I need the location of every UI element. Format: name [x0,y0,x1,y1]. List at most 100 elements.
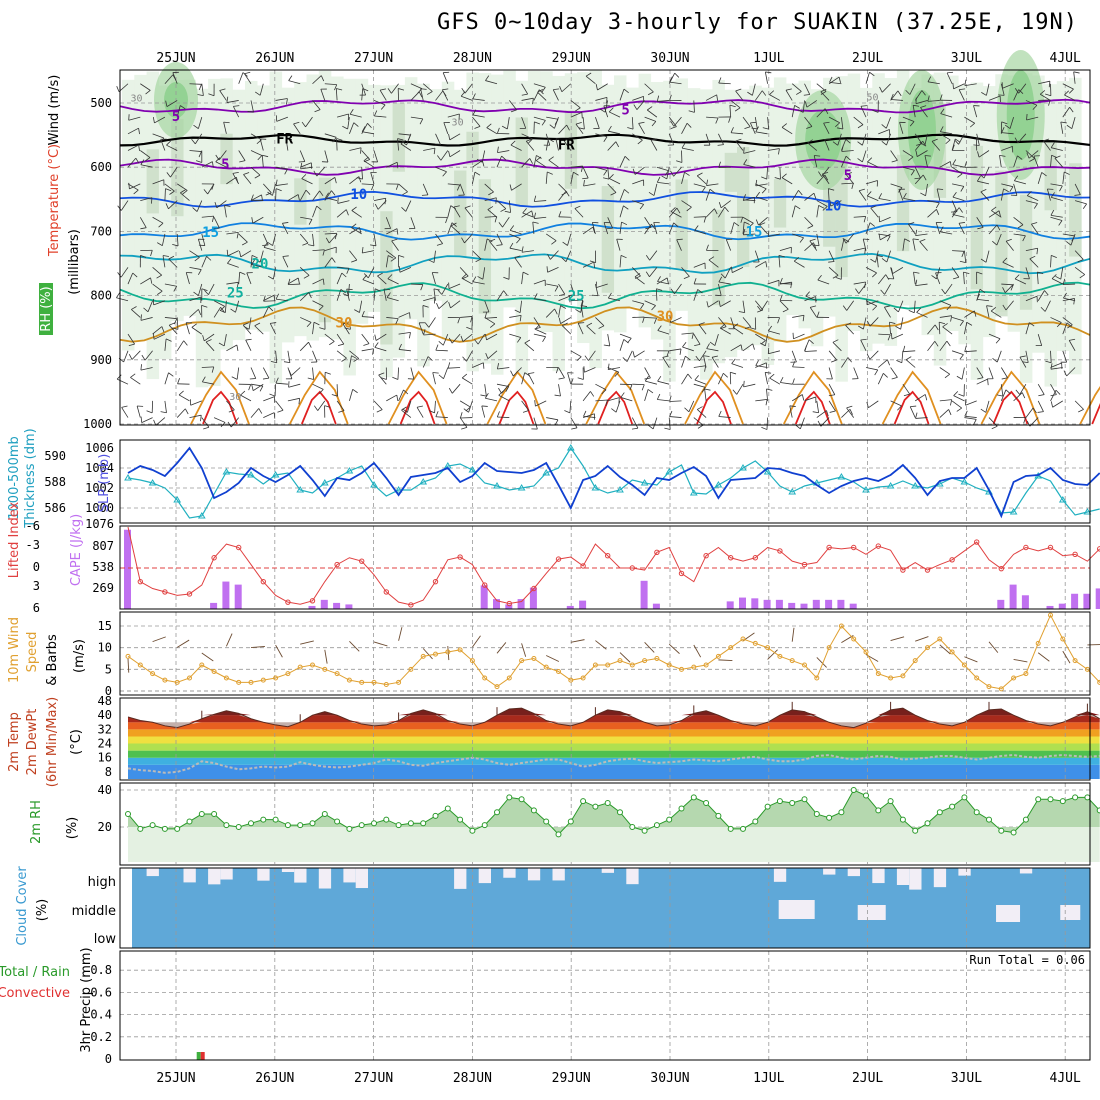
wind-barb-flag [966,322,973,326]
wind-barb-flag [197,269,202,275]
wind-barb [644,83,654,93]
wind-barb-flag [131,306,137,310]
wind-barb [595,317,605,327]
wind10m-marker [187,675,192,681]
wind-barb-flag [785,88,792,91]
wind10m-marker [900,673,906,679]
wind-barb [868,400,879,409]
wind-barb [698,324,707,335]
wind-barb [915,233,928,237]
wind-barb-flag [575,309,581,313]
rh2m-marker [161,825,168,832]
rh2m-marker [973,809,980,816]
wind-barb-flag [341,272,347,278]
wind-barb [176,340,185,352]
wind-barb [878,359,888,368]
wind-barb [837,133,842,146]
wind10m-marker [334,671,340,677]
precip-frame [119,950,1091,1061]
lifted-index-marker [383,589,389,595]
rh2m-marker [506,794,513,801]
wind-barb-flag [909,121,915,127]
rh-shade-dark [601,186,615,293]
wind-barb [558,283,566,295]
wind-barb [285,138,289,151]
temp-band [128,750,1100,758]
wind-barb [939,399,952,402]
wind-barb [336,350,347,359]
wind-barb [669,81,682,85]
wind-barb-flag [1045,93,1051,97]
wind-barb-flag [709,188,715,194]
wind-barb [434,400,436,413]
wind-barb [657,281,670,285]
wind-barb-flag [1050,363,1053,370]
wind-barb-flag [738,311,745,314]
wind-barb [287,277,299,285]
wind-barb [299,292,310,302]
wind-barb [570,283,576,296]
li-y-tick: 3 [33,579,40,593]
cape-bar [997,599,1005,609]
wind-barb [662,357,670,368]
lifted-index-marker [457,554,463,560]
date-label-bottom: 3JUL [951,1071,982,1086]
wind-barb [862,150,867,163]
wind-barb-flag [342,322,349,325]
rh2m-marker [383,816,390,823]
wind-barb [532,221,535,235]
wind-barb-flag [254,322,261,327]
wind-barb [584,367,596,373]
wind-barb-flag [1078,408,1084,413]
wind-barb [670,317,682,323]
wind-barb [1050,350,1052,363]
wind-barb [168,324,178,335]
wind-barb-flag [843,238,850,243]
wind-barb [754,90,763,101]
wind-barb-flag [621,221,628,226]
wind-barb-flag [603,344,610,347]
wind-barb [681,356,686,368]
rh2m-marker [395,822,402,829]
wind-barb [634,276,645,285]
wind-barb-flag [201,376,206,383]
wind-barb [809,307,818,318]
wind-barb [644,116,656,122]
wind-barb-flag [409,312,411,319]
wind-barb [983,167,990,179]
thickness-marker [296,486,305,493]
wind-barb-flag [624,156,630,161]
wind-barb [580,300,584,313]
wind-barb [243,174,252,185]
li-y-tick: 0 [33,560,40,574]
wind-barb-flag [941,288,946,295]
wind-barb-flag [803,94,810,96]
wind-barb-flag [1004,124,1011,129]
wind-barb-flag [165,100,168,107]
wind-barb [767,148,780,151]
y-label-minmax: (6hr Min/Max) [45,697,60,787]
wind-barb [714,334,719,346]
wind-barb-flag [842,237,847,244]
wind-barb [274,384,276,397]
wind-barb-flag [847,357,852,363]
wind-barb [433,250,436,263]
wind-barb-flag [973,419,977,425]
isotherm-40 [992,390,1029,425]
wind-barb-flag [496,127,500,134]
wind-barb-flag [656,393,661,400]
wind-barb [533,317,541,328]
wind-barb-flag [194,256,200,262]
wind10m-y-tick: 10 [98,641,112,655]
wind-barb [1074,200,1087,205]
rh2m-marker [309,820,316,827]
wind-barb [312,75,322,85]
isotherm-label: 10 [825,199,842,215]
wind-barb-flag [687,373,692,379]
wind-barb-flag [624,189,630,194]
wind-barb-flag [846,172,852,175]
wind-barb-flag [755,179,758,186]
rh-shade-dark [724,152,738,192]
wind-barb-flag [156,274,162,279]
rh-shade-dark [380,211,393,345]
